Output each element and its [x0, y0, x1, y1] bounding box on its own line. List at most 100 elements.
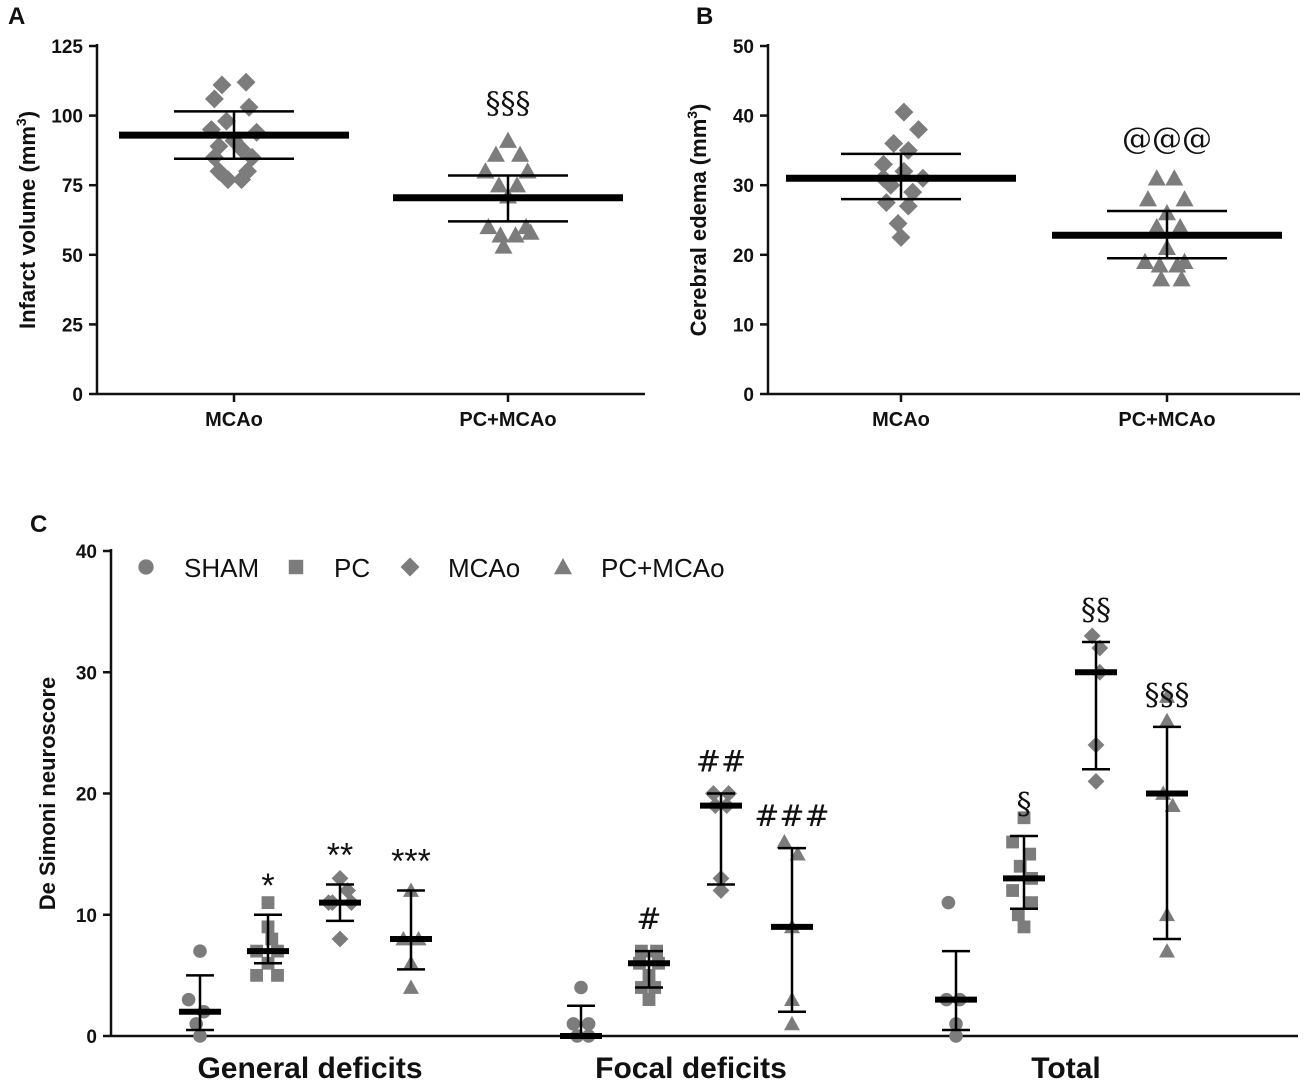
data-point — [218, 170, 238, 190]
data-point — [894, 161, 914, 181]
data-point — [876, 193, 896, 213]
y-tick-label: 0 — [72, 385, 83, 406]
significance-annotation: @@@ — [1122, 122, 1212, 157]
panel-letter: A — [8, 3, 25, 30]
y-axis-title: De Simoni neuroscore — [35, 677, 60, 911]
data-point — [1164, 797, 1181, 813]
data-point — [212, 75, 232, 95]
y-tick-label: 25 — [62, 315, 84, 336]
data-point — [898, 140, 918, 160]
significance-annotation: * — [261, 867, 274, 905]
data-point — [776, 834, 793, 849]
data-point — [1168, 256, 1187, 273]
y-tick-label: 75 — [62, 176, 84, 197]
data-point — [521, 223, 540, 240]
y-tick-label: 0 — [86, 1027, 97, 1048]
data-point — [581, 1017, 596, 1031]
y-axis-title-main: Cerebral edema (mm — [686, 119, 711, 337]
data-point — [1087, 772, 1105, 790]
x-tick-label: Total — [1031, 1052, 1100, 1084]
y-tick-label: 30 — [76, 663, 97, 684]
data-point — [1136, 252, 1155, 269]
significance-annotation: ## — [696, 745, 746, 780]
data-point — [193, 1029, 207, 1043]
data-point — [271, 968, 284, 982]
data-point — [181, 992, 196, 1007]
data-point — [574, 980, 588, 995]
y-tick-label: 100 — [51, 107, 83, 128]
y-axis-title-sup: 3 — [684, 111, 700, 119]
data-point — [1025, 896, 1038, 910]
data-point — [1147, 217, 1166, 235]
data-point — [642, 993, 656, 1007]
data-point — [784, 1015, 800, 1031]
data-point — [506, 226, 525, 243]
x-tick-label: MCAo — [872, 409, 930, 431]
y-tick-label: 40 — [733, 107, 754, 128]
legend-marker — [400, 557, 420, 577]
data-point — [1159, 712, 1175, 728]
data-point — [499, 131, 517, 148]
data-point — [239, 97, 259, 117]
data-point — [331, 869, 349, 887]
legend-label: MCAo — [448, 553, 520, 583]
significance-annotation: §§§ — [1145, 678, 1190, 713]
legend-marker — [554, 558, 572, 575]
data-point — [903, 182, 923, 202]
y-axis-title: Cerebral edema (mm3) — [684, 104, 711, 337]
data-point — [491, 226, 510, 243]
data-point — [511, 145, 530, 162]
significance-annotation: §§§ — [486, 86, 531, 121]
data-point — [894, 102, 914, 122]
y-tick-label: 40 — [76, 542, 97, 563]
data-point — [1175, 190, 1194, 207]
panel-letter: B — [696, 3, 713, 30]
data-point — [1083, 627, 1101, 645]
significance-annotation: *** — [391, 843, 431, 881]
data-point — [891, 227, 911, 247]
legend-label: PC — [334, 553, 370, 583]
data-point — [1091, 639, 1109, 657]
data-point — [486, 145, 505, 162]
x-tick-label: MCAo — [205, 409, 263, 431]
y-tick-label: 20 — [733, 246, 754, 267]
data-point — [508, 176, 527, 193]
data-point — [1165, 169, 1184, 186]
data-point — [1150, 256, 1169, 273]
x-tick-label: PC+MCAo — [1118, 409, 1215, 431]
data-point — [712, 882, 730, 899]
data-point — [1023, 847, 1037, 861]
data-point — [888, 214, 908, 233]
panel-a-infarct-volume: A 0 25 50 75 100 125 Infarct volume (mm3) MCAo PC… — [8, 3, 645, 431]
data-point — [1017, 811, 1031, 825]
data-point — [884, 133, 904, 153]
y-tick-label: 20 — [76, 785, 97, 806]
y-tick-label: 10 — [76, 906, 97, 927]
data-point — [261, 896, 275, 910]
data-point — [1138, 190, 1157, 207]
y-axis-title-main: Infarct volume (mm — [15, 126, 40, 329]
y-tick-label: 10 — [733, 315, 754, 336]
panel-b-cerebral-edema: B 0 10 20 30 40 50 Cerebral edema (mm3) MCAo PC+M… — [684, 3, 1300, 431]
y-axis-title: Infarct volume (mm3) — [13, 111, 40, 329]
data-point — [1011, 908, 1025, 922]
data-point — [1006, 884, 1019, 897]
data-point — [789, 846, 806, 861]
significance-annotation: ### — [754, 799, 829, 834]
data-point — [1147, 169, 1166, 186]
significance-annotation: § — [1017, 787, 1032, 822]
data-point — [898, 196, 918, 216]
legend-marker — [138, 559, 154, 575]
x-tick-label: Focal deficits — [595, 1052, 787, 1084]
y-tick-label: 125 — [51, 37, 83, 58]
x-tick-label: General deficits — [197, 1052, 422, 1084]
data-point — [566, 1017, 581, 1031]
x-tick-label: PC+MCAo — [459, 409, 556, 431]
data-point — [1159, 943, 1175, 958]
data-point — [489, 176, 508, 193]
panel-letter: C — [30, 511, 47, 538]
data-point — [193, 944, 207, 958]
data-point — [1159, 688, 1175, 703]
y-tick-label: 0 — [743, 385, 754, 406]
